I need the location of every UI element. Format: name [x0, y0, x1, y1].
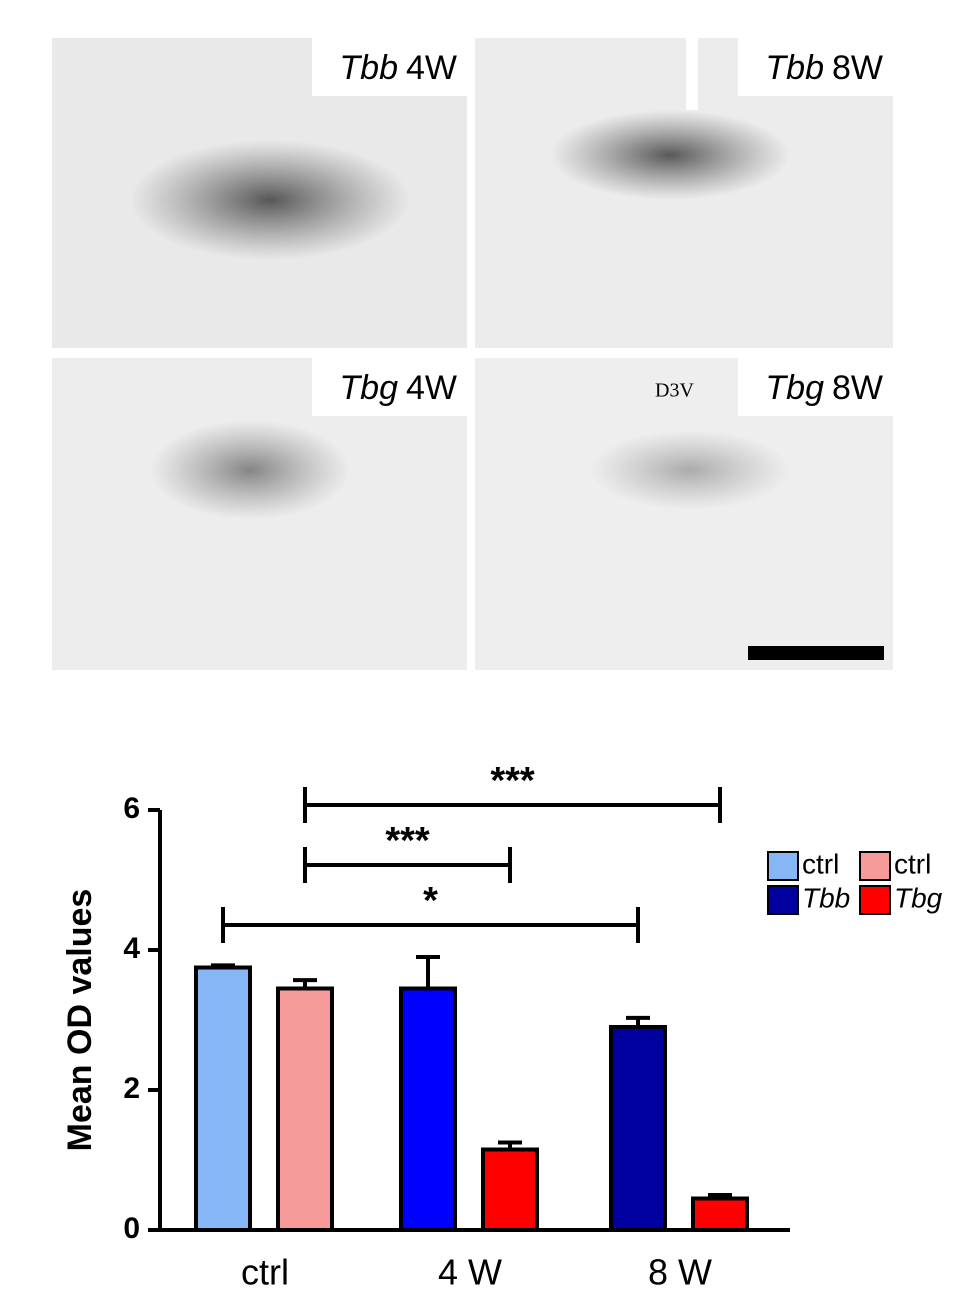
time-point: 8W [832, 369, 883, 407]
bar [481, 1147, 539, 1232]
legend-label: Tbb [802, 882, 850, 913]
legend-swatch [767, 851, 799, 881]
legend-swatch [859, 885, 891, 915]
bar [399, 986, 457, 1232]
gene-name: Tbg [339, 369, 398, 407]
annotation: D3V [655, 380, 694, 402]
legend-label: Tbg [894, 882, 943, 913]
micrographs: D3V [52, 38, 893, 670]
label-box [738, 358, 893, 416]
time-point: 8W [832, 49, 883, 87]
stain [150, 420, 350, 520]
bar [691, 1196, 749, 1232]
stain [550, 110, 790, 200]
bar [609, 1025, 667, 1232]
bar [194, 965, 252, 1232]
scale-bar [748, 646, 884, 660]
significance-label: *** [385, 820, 430, 862]
legend-swatch [767, 885, 799, 915]
stain [590, 430, 790, 510]
label-box [312, 358, 467, 416]
bar [276, 986, 334, 1232]
legend-swatch [859, 851, 891, 881]
stain [130, 140, 410, 260]
gene-name: Tbb [765, 49, 824, 87]
y-tick-label: 2 [123, 1072, 140, 1105]
legend-label: ctrl [802, 848, 839, 879]
gene-name: Tbb [339, 49, 398, 87]
y-tick-label: 6 [123, 792, 140, 825]
ventricle [686, 38, 698, 110]
time-point: 4W [406, 49, 457, 87]
panel-label: Tbg 8W [765, 369, 883, 407]
y-tick-label: 4 [123, 932, 140, 965]
y-tick-label: 0 [123, 1212, 140, 1245]
panel-label: Tbb 4W [339, 49, 457, 87]
label-box [738, 38, 893, 96]
y-axis-label: Mean OD values [61, 889, 99, 1152]
panel-label: Tbg 4W [339, 369, 457, 407]
x-tick-label: 4 W [438, 1252, 502, 1293]
gene-name: Tbg [765, 369, 824, 407]
time-point: 4W [406, 369, 457, 407]
legend-label: ctrl [894, 848, 931, 879]
significance-label: * [423, 880, 438, 922]
x-tick-label: ctrl [241, 1252, 289, 1293]
panel-label: Tbb 8W [765, 49, 883, 87]
label-box [312, 38, 467, 96]
significance-label: *** [490, 760, 535, 802]
x-tick-label: 8 W [648, 1252, 712, 1293]
